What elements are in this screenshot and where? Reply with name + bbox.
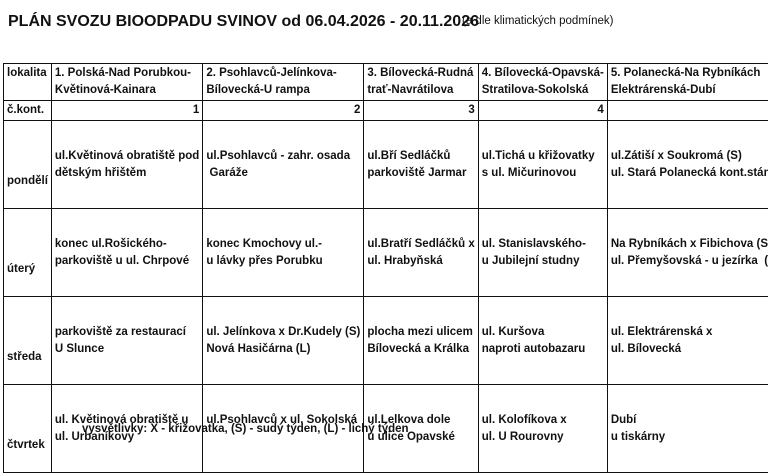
location-cell: konec ul.Rošického-parkoviště u ul. Chrp… [51, 209, 202, 297]
column-header: 4. Bílovecká-Opavská-Stratilova-Sokolská [478, 64, 607, 101]
cell-line: u Jubilejní studny [482, 253, 604, 270]
cell-line: ul. U Rourovny [482, 429, 604, 446]
cell-line: 1. Polská-Nad Porubkou- [55, 65, 199, 82]
cell-line: Bílovecká a Králka [367, 341, 474, 358]
cell-line: ul. Přemyšovská - u jezírka (L) [611, 253, 768, 270]
number-label: č.kont. [4, 101, 52, 121]
cell-line: ul. Kuršova [482, 324, 604, 341]
column-header: 1. Polská-Nad Porubkou-Květinová-Kainara [51, 64, 202, 101]
location-cell: konec Kmochovy ul.-u lávky přes Porubku [203, 209, 364, 297]
location-cell: ul. Stanislavského-u Jubilejní studny [478, 209, 607, 297]
cell-line: Garáže [206, 165, 360, 182]
cell-line: ul. Bílovecká [611, 341, 768, 358]
cell-line: trať-Navrátilova [367, 82, 474, 99]
legend-explanation: vysvětlivky: X - křižovatka, (S) - sudý … [82, 423, 409, 435]
container-number: 2 [203, 101, 364, 121]
cell-line: u tiskárny [611, 429, 768, 446]
cell-line: ul.Psohlavců - zahr. osada [206, 148, 360, 165]
cell-line: ul.Květinová obratiště pod [55, 148, 199, 165]
cell-line: U Slunce [55, 341, 199, 358]
cell-line: Stratilova-Sokolská [482, 82, 604, 99]
cell-line: ul. Kolofíkova x [482, 412, 604, 429]
header-label: lokalita [4, 64, 52, 101]
cell-line: 2. Psohlavců-Jelínkova- [206, 65, 360, 82]
cell-line: konec Kmochovy ul.- [206, 236, 360, 253]
cell-line: Bílovecká-U rampa [206, 82, 360, 99]
cell-line: naproti autobazaru [482, 341, 604, 358]
cell-line: ul. Stanislavského- [482, 236, 604, 253]
cell-line: ul. Elektrárenská x [611, 324, 768, 341]
cell-line: Dubí [611, 412, 768, 429]
location-cell: ul.Psohlavců - zahr. osada Garáže [203, 121, 364, 209]
climate-note: (a dle klimatických podmínek) [462, 15, 613, 27]
location-cell: ul. Jelínkova x Dr.Kudely (S)Nová Hasičá… [203, 297, 364, 385]
cell-line: 3. Bílovecká-Rudná [367, 65, 474, 82]
container-number: 5 [607, 101, 768, 121]
day-label: pondělí [4, 121, 52, 209]
cell-line: parkoviště za restaurací [55, 324, 199, 341]
cell-line: u lávky přes Porubku [206, 253, 360, 270]
day-label: čtvrtek [4, 385, 52, 473]
container-number: 4 [478, 101, 607, 121]
cell-line: plocha mezi ulicem [367, 324, 474, 341]
cell-line: Elektrárenská-Dubí [611, 82, 768, 99]
cell-line: ul.Tichá u křižovatky [482, 148, 604, 165]
cell-line: Na Rybníkách x Fibichova (S) [611, 236, 768, 253]
column-header: 2. Psohlavců-Jelínkova-Bílovecká-U rampa [203, 64, 364, 101]
cell-line: s ul. Mičurinovou [482, 165, 604, 182]
day-label: úterý [4, 209, 52, 297]
location-cell: Na Rybníkách x Fibichova (S)ul. Přemyšov… [607, 209, 768, 297]
container-number-row: č.kont.12345 [4, 101, 768, 121]
cell-line: ul. Jelínkova x Dr.Kudely (S) [206, 324, 360, 341]
day-label: středa [4, 297, 52, 385]
cell-line: ul.Bratří Sedláčků x [367, 236, 474, 253]
cell-line: 5. Polanecká-Na Rybníkách [611, 65, 768, 82]
cell-line: ul. Stará Polanecká kont.stání (L) [611, 165, 768, 182]
cell-line: parkoviště u ul. Chrpové [55, 253, 199, 270]
cell-line: parkoviště Jarmar [367, 165, 474, 182]
cell-line: ul.Zátiší x Soukromá (S) [611, 148, 768, 165]
container-number: 1 [51, 101, 202, 121]
cell-line: Květinová-Kainara [55, 82, 199, 99]
container-number: 3 [364, 101, 478, 121]
page-title: PLÁN SVOZU BIOODPADU SVINOV od 06.04.202… [8, 13, 479, 31]
cell-line: 4. Bílovecká-Opavská- [482, 65, 604, 82]
cell-line: ul.Bří Sedláčků [367, 148, 474, 165]
cell-line: konec ul.Rošického- [55, 236, 199, 253]
cell-line: ul. Hrabyňská [367, 253, 474, 270]
cell-line: dětským hřištěm [55, 165, 199, 182]
cell-line: Nová Hasičárna (L) [206, 341, 360, 358]
location-cell: ul.Zátiší x Soukromá (S)ul. Stará Polane… [607, 121, 768, 209]
